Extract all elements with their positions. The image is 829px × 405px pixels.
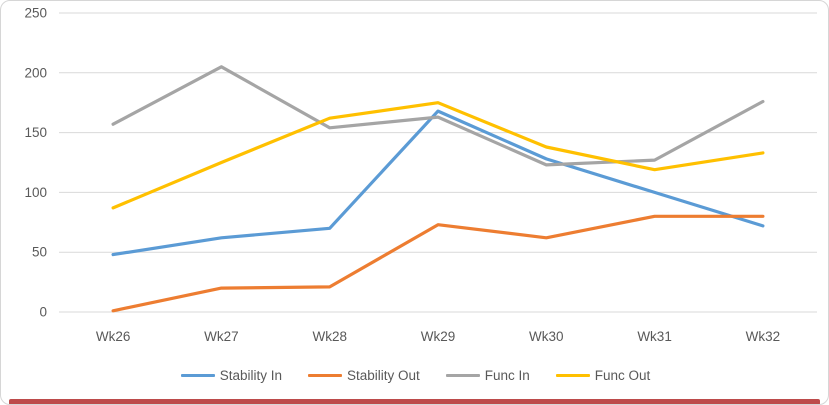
y-tick-label: 50 [32, 245, 47, 260]
x-tick-label: Wk27 [204, 329, 239, 344]
series-line-stability-out [111, 214, 765, 313]
plot-area: 0 50 100 150 200 250 Wk26 Wk27 Wk28 Wk29 Wk30 Wk31 W… [1, 1, 828, 356]
legend-line-swatch [555, 374, 590, 378]
x-tick-label: Wk30 [529, 329, 564, 344]
y-tick-label: 0 [39, 305, 47, 320]
bottom-red-bar [9, 399, 820, 404]
legend-line-swatch [445, 374, 480, 378]
series-line-func-out [111, 101, 765, 210]
x-tick-label: Wk31 [637, 329, 672, 344]
x-tick-label: Wk28 [312, 329, 347, 344]
series-line-func-in [111, 65, 765, 167]
y-tick-label: 150 [24, 125, 47, 140]
y-tick-label: 250 [24, 6, 47, 21]
legend-item-func-out[interactable]: Func Out [555, 368, 651, 383]
x-tick-label: Wk26 [96, 329, 131, 344]
y-tick-label: 100 [24, 185, 47, 200]
legend: Stability In Stability Out Func In Func Out [1, 368, 828, 383]
chart-canvas: 0 50 100 150 200 250 Wk26 Wk27 Wk28 Wk29 Wk30 Wk31 W… [24, 6, 817, 344]
legend-item-stability-out[interactable]: Stability Out [307, 368, 420, 383]
legend-item-stability-in[interactable]: Stability In [180, 368, 282, 383]
legend-line-swatch [307, 374, 342, 378]
legend-label: Stability In [219, 368, 282, 383]
legend-label: Func Out [594, 368, 651, 383]
legend-item-func-in[interactable]: Func In [445, 368, 530, 383]
legend-line-swatch [180, 374, 215, 378]
legend-label: Func In [484, 368, 530, 383]
legend-label: Stability Out [346, 368, 420, 383]
series-line-stability-in [111, 109, 765, 257]
y-tick-label: 200 [24, 65, 47, 80]
x-tick-label: Wk29 [421, 329, 456, 344]
x-tick-label: Wk32 [746, 329, 781, 344]
